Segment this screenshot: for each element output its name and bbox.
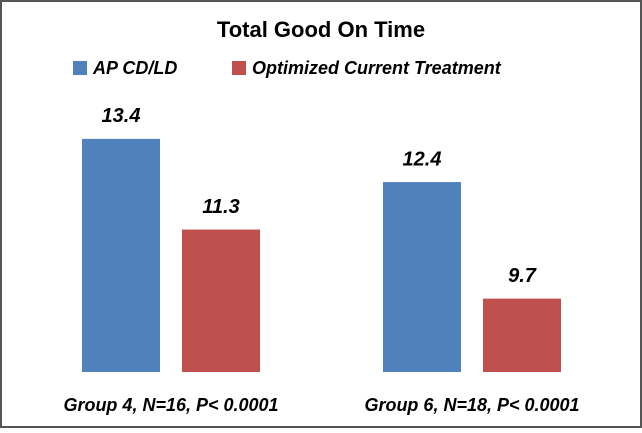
- legend-label: AP CD/LD: [92, 58, 177, 78]
- x-tick-label: Group 4, N=16, P< 0.0001: [63, 395, 278, 415]
- data-label: 9.7: [508, 265, 537, 287]
- legend-label: Optimized Current Treatment: [252, 58, 502, 78]
- bar: [82, 138, 160, 372]
- data-label: 13.4: [102, 105, 141, 127]
- data-label: 12.4: [403, 148, 442, 170]
- bar: [182, 229, 260, 372]
- bar: [383, 182, 461, 372]
- x-tick-label: Group 6, N=18, P< 0.0001: [364, 395, 579, 415]
- legend-swatch: [73, 61, 87, 75]
- data-label: 11.3: [202, 196, 239, 218]
- bar: [483, 298, 561, 372]
- legend-swatch: [232, 61, 246, 75]
- chart-title: Total Good On Time: [217, 17, 425, 42]
